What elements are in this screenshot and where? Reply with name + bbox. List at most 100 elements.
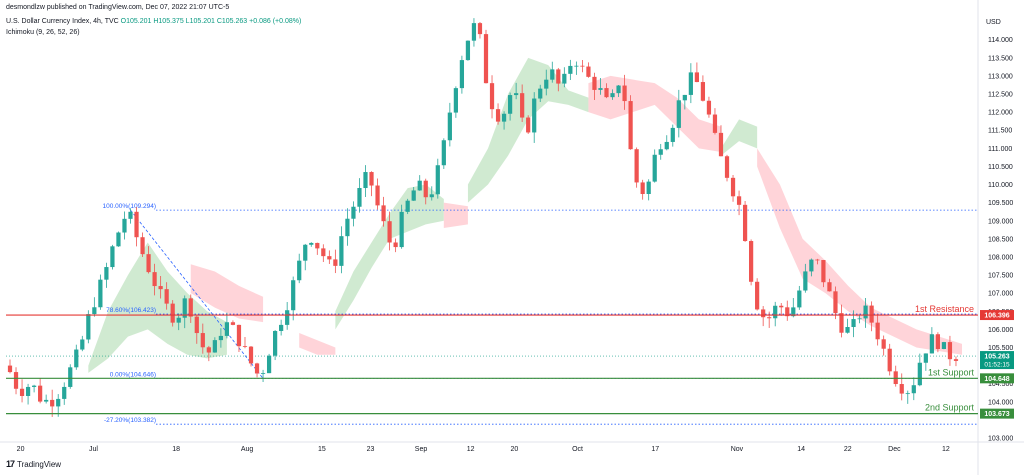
candle-body — [507, 95, 513, 114]
candle-body — [845, 327, 850, 333]
candle-body — [369, 172, 374, 186]
x-tick-label: 15 — [318, 446, 326, 453]
x-tick-label: Jul — [89, 446, 98, 453]
y-tick-label: 111.000 — [988, 146, 1012, 153]
candle-body — [429, 194, 434, 198]
candle-body — [122, 218, 127, 233]
x-tick-label: 12 — [467, 446, 475, 453]
candle-body — [646, 181, 651, 195]
candle-body — [688, 72, 693, 95]
candle-body — [200, 333, 205, 348]
x-tick-label: Sep — [415, 446, 428, 453]
x-tick-label: 23 — [367, 446, 375, 453]
candle-body — [700, 82, 706, 101]
candle-body — [562, 73, 567, 84]
candle-body — [182, 298, 187, 318]
x-tick-label: 14 — [797, 446, 805, 453]
candle-body — [453, 88, 458, 113]
candle-body — [357, 188, 362, 207]
candle-body — [833, 291, 838, 314]
candle-body — [827, 282, 832, 292]
y-tick-label: 109.000 — [988, 218, 1013, 225]
candle-body — [544, 79, 549, 89]
currency-label: USD — [986, 19, 1001, 26]
tradingview-logo[interactable]: 17 TradingView — [6, 459, 61, 469]
candle-body — [821, 260, 826, 283]
candle-body — [266, 355, 272, 374]
candle-body — [682, 94, 687, 101]
fib-level-label: 78.60%(106.423) — [106, 307, 156, 314]
fib-trend-line — [130, 209, 264, 379]
ichimoku-cloud-bear — [757, 148, 962, 355]
candle-body — [797, 290, 802, 308]
candle-body — [248, 346, 254, 364]
candle-body — [869, 305, 874, 323]
candle-body — [640, 182, 645, 195]
y-tick-label: 104.500 — [988, 381, 1013, 388]
level-price-tag — [980, 408, 1014, 419]
ichimoku-cloud-bear — [299, 333, 336, 355]
candle-body — [712, 114, 718, 133]
level-price-tag — [980, 373, 1014, 384]
candle-body — [405, 200, 410, 212]
candle-body — [851, 319, 856, 328]
candle-body — [327, 256, 332, 260]
level-name-label: 1st Support — [928, 367, 975, 377]
candle-body — [128, 211, 133, 219]
candle-body — [25, 386, 31, 396]
candle-body — [905, 393, 910, 395]
candle-body — [435, 165, 440, 195]
candle-body — [929, 334, 934, 354]
candle-body — [736, 196, 742, 205]
candle-body — [742, 204, 748, 242]
x-tick-label: 22 — [844, 446, 852, 453]
candle-body — [242, 346, 248, 347]
ohlc-open: O105.201 — [120, 18, 152, 25]
candle-body — [628, 101, 633, 150]
y-tick-label: 113.000 — [988, 73, 1013, 80]
ichimoku-cloud-bull — [335, 184, 444, 330]
fib-level-label: 100.00%(109.294) — [103, 203, 157, 210]
candle-body — [471, 23, 477, 41]
candle-body — [887, 348, 892, 372]
x-tick-label: Aug — [241, 446, 254, 453]
candle-body — [779, 305, 784, 308]
candle-body — [718, 132, 724, 157]
candle-body — [761, 309, 766, 318]
candle-body — [730, 177, 736, 197]
candle-body — [411, 190, 416, 201]
candle-body — [339, 236, 344, 266]
candle-body — [92, 307, 97, 315]
y-tick-label: 111.500 — [988, 128, 1012, 135]
candle-body — [206, 347, 211, 353]
y-tick-label: 110.000 — [988, 182, 1013, 189]
candle-body — [610, 93, 615, 98]
candle-body — [881, 339, 886, 349]
candle-body — [110, 246, 115, 268]
candle-body — [104, 267, 109, 280]
candle-body — [74, 349, 79, 368]
candle-body — [194, 316, 199, 334]
candle-body — [501, 113, 507, 122]
candle-body — [381, 205, 386, 222]
candle-body — [658, 149, 663, 155]
candle-body — [236, 324, 242, 347]
ichimoku-cloud-bear — [588, 75, 721, 152]
candle-body — [116, 232, 121, 247]
candle-body — [670, 127, 675, 142]
candle-body — [164, 289, 169, 304]
candle-body — [604, 88, 609, 98]
candle-body — [218, 335, 223, 341]
candle-body — [260, 373, 266, 374]
candle-body — [706, 100, 712, 115]
candle-body — [616, 85, 621, 94]
candle-body — [809, 259, 814, 272]
y-tick-label: 107.000 — [988, 291, 1013, 298]
level-price-tag — [980, 310, 1014, 321]
publisher-info: desmondlzw published on TradingView.com,… — [6, 4, 230, 11]
candle-body — [857, 318, 862, 320]
candle-body — [31, 385, 37, 387]
x-tick-label: 20 — [510, 446, 518, 453]
